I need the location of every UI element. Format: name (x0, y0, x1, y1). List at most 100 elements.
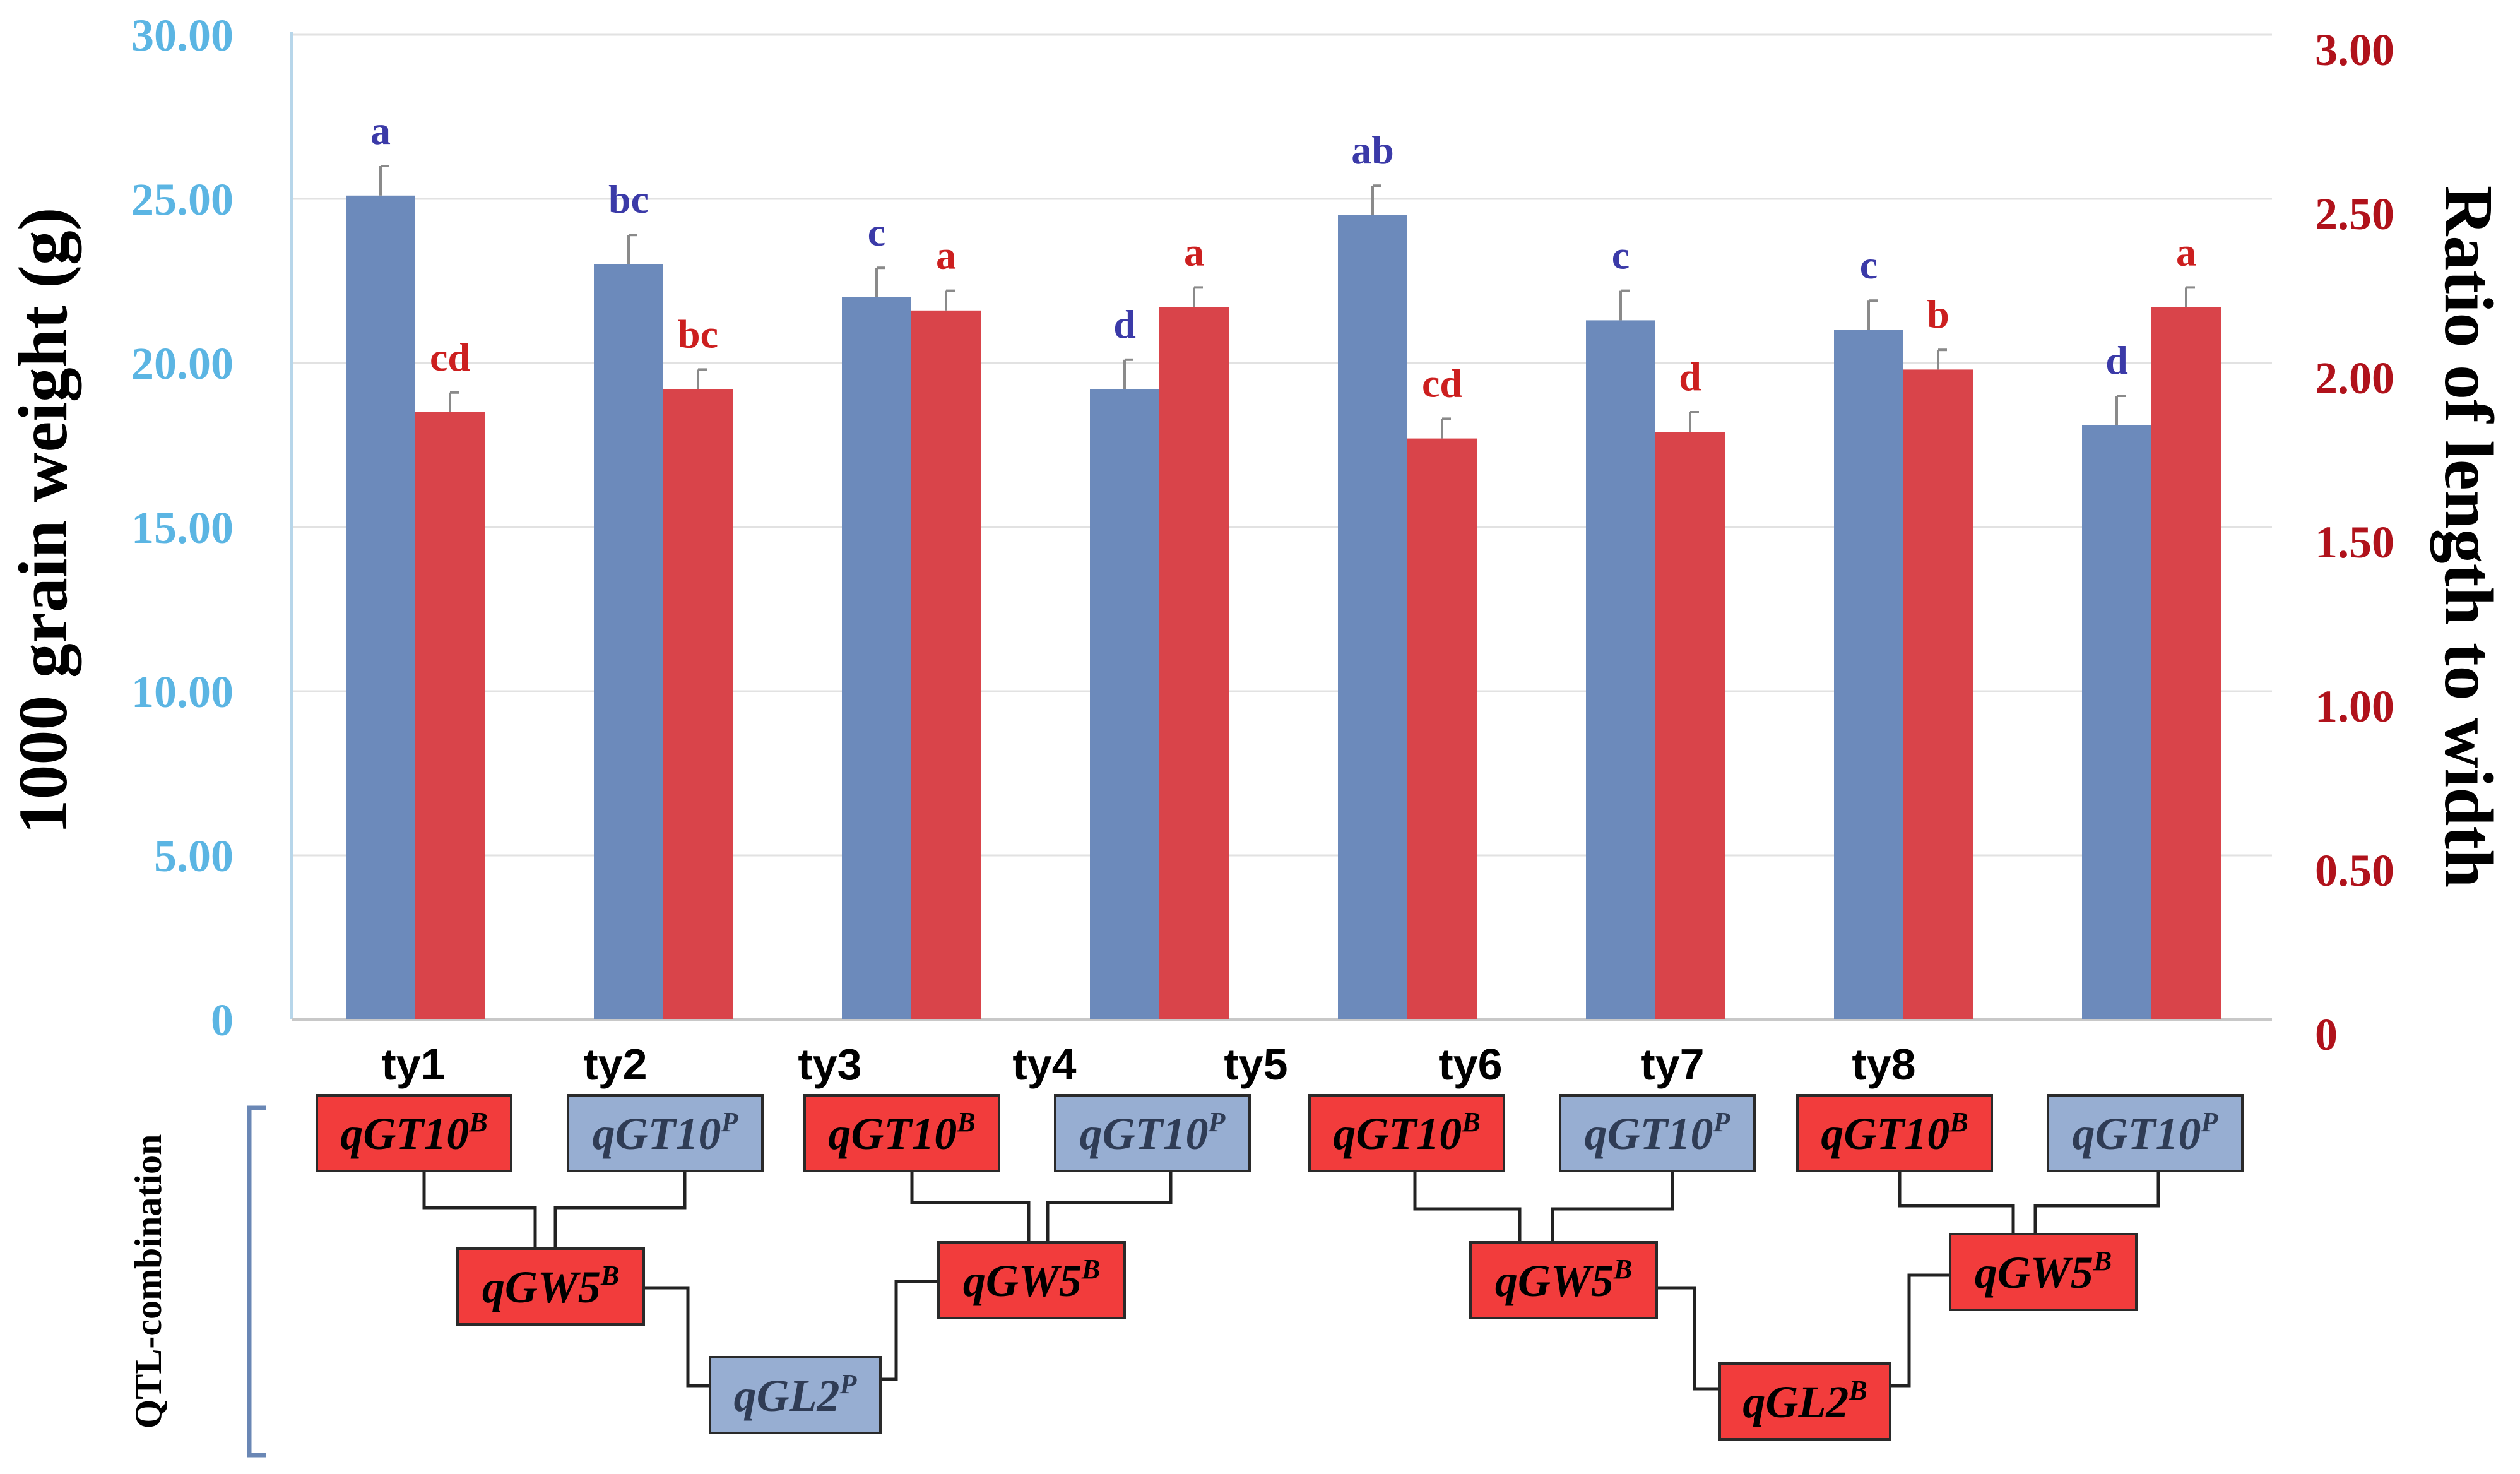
qtl-node-qgt10-b: qGT10B (1308, 1094, 1505, 1172)
y-left-tick-label: 30.00 (131, 10, 234, 61)
qtl-box-label: qGT10P (1585, 1107, 1731, 1159)
significance-letter: c (1612, 233, 1630, 278)
qtl-locus: qGT10 (1821, 1108, 1949, 1159)
x-tick-label: ty7 (1640, 1040, 1704, 1089)
qtl-allele-superscript: P (839, 1369, 858, 1400)
y-right-tick-label: 3.00 (2315, 25, 2394, 75)
qtl-box-label: qGT10B (1333, 1107, 1480, 1159)
significance-letter: ab (1351, 128, 1394, 172)
qtl-box (2047, 1094, 2244, 1172)
qtl-node-qgt10-b: qGT10B (1796, 1094, 1993, 1172)
qtl-allele-superscript: B (1081, 1254, 1100, 1285)
error-bars (379, 165, 2195, 439)
y-left-tick-label: 5.00 (154, 831, 234, 881)
bar-length-width-ratio (2151, 307, 2221, 1020)
bar-grain-weight (594, 264, 663, 1019)
qtl-node-qgw5-b: qGW5B (1469, 1241, 1658, 1319)
qtl-node-qgl2-p: qGL2P (709, 1356, 882, 1434)
significance-letter: a (1184, 229, 1204, 274)
qtl-box (803, 1094, 1000, 1172)
y-left-tick-label: 10.00 (131, 667, 234, 717)
qtl-locus: qGW5 (1495, 1256, 1614, 1306)
x-tick-label: ty3 (798, 1040, 861, 1089)
qtl-allele-superscript: P (721, 1107, 739, 1138)
significance-letter: a (2176, 229, 2196, 274)
bar-length-width-ratio (415, 412, 485, 1019)
bar-length-width-ratio (1407, 438, 1477, 1019)
bar-grain-weight (1090, 389, 1159, 1019)
qtl-box (709, 1356, 882, 1434)
qtl-locus: qGT10 (593, 1108, 721, 1159)
significance-letter: cd (430, 335, 470, 379)
qtl-node-qgt10-p: qGT10P (2047, 1094, 2244, 1172)
qtl-node-qgw5-b: qGW5B (1949, 1233, 2138, 1311)
qtl-combination-label: QTL-combination (127, 1134, 169, 1429)
qtl-box (1308, 1094, 1505, 1172)
qtl-connector (1657, 1286, 1720, 1391)
significance-letter: a (370, 108, 391, 153)
qtl-connector (422, 1171, 537, 1249)
qtl-box-label: qGT10P (2073, 1107, 2219, 1159)
qtl-box-label: qGT10P (1080, 1107, 1226, 1159)
qtl-box (567, 1094, 764, 1172)
qtl-connector (644, 1286, 710, 1388)
qtl-connector (1898, 1171, 2015, 1234)
qtl-box (316, 1094, 512, 1172)
qtl-locus: qGT10 (2073, 1108, 2201, 1159)
qtl-connector (910, 1171, 1031, 1242)
qtl-locus: qGT10 (1080, 1108, 1209, 1159)
y-right-tick-label: 2.00 (2315, 353, 2394, 403)
qtl-locus: qGT10 (340, 1108, 469, 1159)
qtl-box (1469, 1241, 1658, 1319)
qtl-allele-superscript: B (1848, 1375, 1867, 1406)
qtl-box (937, 1241, 1126, 1319)
bar-length-width-ratio (1159, 307, 1229, 1020)
bar-grain-weight (1834, 330, 1903, 1019)
qtl-allele-superscript: B (468, 1107, 487, 1138)
qtl-connector (2033, 1171, 2160, 1234)
significance-letter: c (868, 210, 885, 254)
qtl-box (1796, 1094, 1993, 1172)
qtl-box (456, 1247, 645, 1326)
qtl-connector (553, 1171, 687, 1249)
y-right-tick-label: 0.50 (2315, 845, 2394, 896)
x-tick-label: ty8 (1852, 1040, 1915, 1089)
qtl-box (1054, 1094, 1251, 1172)
y-right-tick-label: 1.50 (2315, 517, 2394, 568)
x-tick-label: ty5 (1224, 1040, 1287, 1089)
qtl-allele-superscript: B (1613, 1254, 1632, 1285)
significance-letter: b (1927, 292, 1949, 336)
qtl-box-label: qGW5B (1975, 1245, 2112, 1298)
qtl-allele-superscript: P (2201, 1107, 2219, 1138)
x-tick-label: ty6 (1438, 1040, 1502, 1089)
bar-grain-weight (346, 195, 415, 1019)
qtl-locus: qGL2 (1742, 1377, 1849, 1427)
bar-grain-weight (842, 297, 911, 1019)
y-right-tick-label: 2.50 (2315, 189, 2394, 239)
qtl-allele-superscript: B (1461, 1107, 1480, 1138)
qtl-locus: qGT10 (1333, 1108, 1462, 1159)
qtl-bracket (247, 1105, 266, 1458)
qtl-node-qgl2-b: qGL2B (1718, 1362, 1891, 1441)
qtl-node-qgw5-b: qGW5B (937, 1241, 1126, 1319)
qtl-connector (1046, 1171, 1173, 1242)
qtl-locus: qGW5 (963, 1256, 1082, 1306)
gridlines (292, 33, 2272, 857)
qtl-node-qgt10-b: qGT10B (316, 1094, 512, 1172)
qtl-box-label: qGL2P (734, 1369, 858, 1421)
bar-length-width-ratio (1655, 432, 1725, 1019)
qtl-connector (1890, 1273, 1950, 1388)
significance-letter: a (936, 233, 956, 278)
qtl-locus: qGW5 (482, 1262, 601, 1312)
qtl-connector (880, 1280, 938, 1381)
significance-letter: bc (608, 177, 649, 222)
qtl-allele-superscript: B (600, 1260, 619, 1291)
qtl-connector (1413, 1171, 1522, 1242)
significance-letter: cd (1422, 360, 1462, 405)
qtl-box-label: qGT10B (340, 1107, 487, 1159)
x-tick-labels: ty1 ty2 ty3 ty4 ty5 ty6 ty7 ty8 (381, 1040, 1915, 1089)
y-right-tick-label: 0 (2315, 1009, 2338, 1060)
y-right-tick-label: 1.00 (2315, 681, 2394, 732)
bar-length-width-ratio (663, 389, 733, 1019)
